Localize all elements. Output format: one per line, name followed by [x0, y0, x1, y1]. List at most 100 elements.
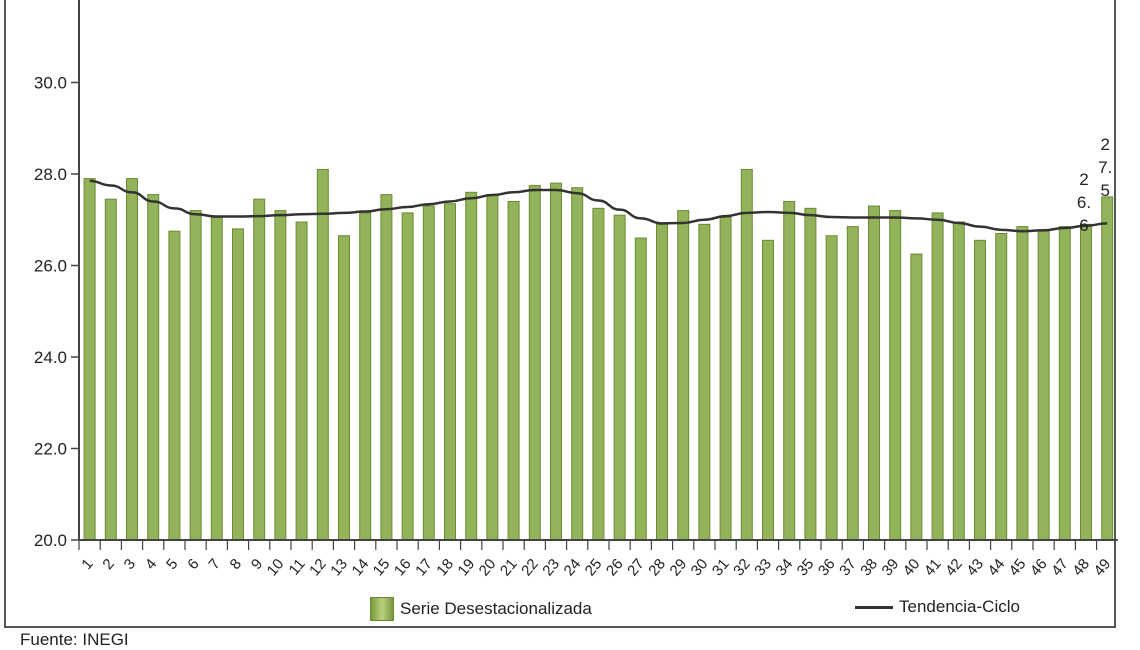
- x-tick-label: 30: [688, 556, 712, 580]
- bar: [401, 212, 414, 541]
- x-tick-label: 37: [836, 556, 860, 580]
- x-tick-label: 40: [900, 556, 924, 580]
- legend-label-series: Serie Desestacionalizada: [400, 599, 592, 618]
- bar: [380, 194, 393, 541]
- x-tick-label: 1: [78, 556, 96, 573]
- bar: [444, 203, 456, 541]
- x-tick-label: 35: [794, 556, 818, 580]
- legend-swatch-line: [855, 605, 893, 609]
- bar: [740, 168, 753, 541]
- x-tick-label: 46: [1027, 556, 1051, 580]
- trend-line: [89, 179, 1108, 233]
- x-tick-label: 24: [561, 556, 585, 580]
- x-tick-label: 27: [624, 556, 648, 580]
- x-tick-label: 45: [1006, 556, 1030, 580]
- y-tick-label: 22.0: [34, 440, 67, 459]
- bar: [825, 235, 838, 541]
- data-label: 6: [1079, 216, 1088, 235]
- bar: [83, 178, 96, 541]
- bar: [1058, 226, 1071, 541]
- x-tick-label: 22: [518, 556, 542, 580]
- bar: [613, 214, 626, 541]
- bar: [634, 237, 647, 541]
- x-tick-label: 9: [248, 556, 266, 573]
- bar: [359, 212, 372, 541]
- x-tick-label: 19: [455, 556, 479, 580]
- bar: [189, 210, 202, 541]
- x-tick-label: 23: [539, 556, 563, 580]
- bar: [126, 178, 138, 541]
- legend-label-trend: Tendencia-Ciclo: [899, 597, 1020, 616]
- x-tick-label: 44: [985, 556, 1009, 580]
- x-tick-label: 18: [433, 556, 457, 580]
- bar: [762, 239, 774, 541]
- x-tick-label: 3: [121, 556, 139, 573]
- x-tick-label: 29: [667, 556, 691, 580]
- data-label: 2: [1079, 170, 1088, 189]
- bar: [465, 191, 478, 541]
- x-tick-label: 48: [1069, 556, 1093, 580]
- data-label: 6.: [1077, 193, 1091, 212]
- x-tick-label: 15: [370, 556, 394, 580]
- x-tick-label: 33: [751, 556, 775, 580]
- x-tick-label: 4: [142, 556, 160, 573]
- y-tick-label: 24.0: [34, 348, 67, 367]
- bar: [422, 205, 435, 541]
- y-tick-label: 28.0: [34, 165, 67, 184]
- y-tick-label: 20.0: [34, 531, 67, 550]
- chart-frame: [4, 0, 1116, 628]
- data-label: 7.: [1098, 158, 1112, 177]
- bar: [677, 210, 690, 541]
- bar: [719, 216, 732, 541]
- bar: [507, 200, 520, 541]
- bar: [168, 230, 181, 541]
- bar: [889, 210, 902, 541]
- x-tick-label: 39: [879, 556, 903, 580]
- bar: [316, 168, 329, 541]
- legend-item-trend: Tendencia-Ciclo: [855, 597, 1020, 617]
- x-tick-label: 13: [327, 556, 351, 580]
- y-tick-label: 26.0: [34, 257, 67, 276]
- bar: [846, 226, 859, 541]
- bar: [253, 198, 266, 541]
- x-tick-label: 8: [227, 556, 245, 573]
- bar: [931, 212, 944, 541]
- bar: [274, 210, 287, 541]
- bar: [783, 200, 796, 541]
- legend-swatch-bar: [370, 597, 394, 621]
- x-tick-label: 12: [306, 556, 330, 580]
- x-tick-label: 49: [1091, 556, 1115, 580]
- source-note: Fuente: INEGI: [20, 630, 129, 649]
- x-tick-label: 28: [645, 556, 669, 580]
- x-tick-label: 14: [349, 556, 373, 580]
- bar: [528, 184, 541, 541]
- x-tick-label: 5: [163, 556, 181, 573]
- data-label: 2: [1100, 135, 1109, 154]
- bar: [210, 216, 223, 541]
- x-tick-label: 32: [730, 556, 754, 580]
- x-tick-label: 25: [582, 556, 606, 580]
- x-tick-label: 42: [942, 556, 966, 580]
- x-tick-label: 34: [773, 556, 797, 580]
- bar: [338, 235, 350, 541]
- bar: [952, 221, 965, 541]
- bar: [804, 207, 817, 541]
- bar: [868, 205, 880, 541]
- x-tick-label: 20: [476, 556, 500, 580]
- x-tick-label: 26: [603, 556, 627, 580]
- bar: [232, 228, 244, 541]
- x-tick-label: 36: [815, 556, 839, 580]
- y-tick-label: 30.0: [34, 74, 67, 93]
- bar: [571, 187, 584, 541]
- bar: [974, 239, 986, 541]
- x-tick-label: 2: [99, 556, 117, 573]
- bar: [592, 207, 605, 541]
- bar: [486, 194, 499, 541]
- x-tick-label: 11: [286, 556, 309, 579]
- x-tick-label: 16: [391, 556, 415, 580]
- x-tick-label: 38: [857, 556, 881, 580]
- legend-item-series: Serie Desestacionalizada: [370, 597, 592, 621]
- x-tick-label: 10: [264, 556, 288, 580]
- x-tick-label: 6: [184, 556, 202, 573]
